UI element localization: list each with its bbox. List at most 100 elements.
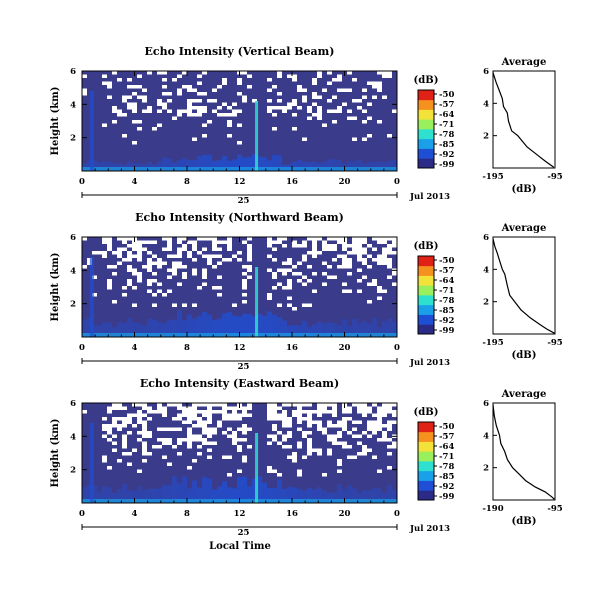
- no-data-cell: [197, 237, 202, 241]
- echo-layer-cell: [247, 486, 252, 503]
- no-data-cell: [362, 240, 367, 244]
- no-data-cell: [222, 417, 227, 421]
- no-data-cell: [212, 254, 217, 258]
- no-data-cell: [272, 240, 277, 244]
- no-data-cell: [317, 413, 322, 417]
- colorbar-segment: [418, 496, 434, 499]
- no-data-cell: [372, 247, 377, 251]
- no-data-cell: [287, 268, 292, 272]
- no-data-cell: [117, 251, 122, 255]
- no-data-cell: [107, 265, 112, 269]
- echo-layer-cell: [297, 325, 302, 337]
- no-data-cell: [327, 265, 332, 269]
- no-data-cell: [347, 88, 352, 92]
- no-data-cell: [357, 106, 362, 110]
- no-data-cell: [342, 410, 347, 414]
- date-label: Jul 2013: [409, 524, 450, 534]
- echo-layer-cell: [342, 489, 347, 503]
- echo-layer-cell: [252, 478, 257, 503]
- no-data-cell: [217, 113, 222, 117]
- no-data-cell: [392, 282, 397, 286]
- echo-layer-cell: [357, 323, 362, 337]
- no-data-cell: [147, 410, 152, 414]
- no-data-cell: [122, 258, 127, 262]
- no-data-cell: [277, 71, 282, 75]
- echo-layer-cell: [277, 155, 282, 171]
- no-data-cell: [342, 427, 347, 431]
- no-data-cell: [307, 438, 312, 442]
- no-data-cell: [207, 410, 212, 414]
- no-data-cell: [242, 240, 247, 244]
- no-data-cell: [167, 237, 172, 241]
- colorbar-segment: [418, 476, 434, 479]
- x-tick-label: 12: [234, 177, 246, 187]
- no-data-cell: [267, 237, 272, 241]
- colorbar-segment: [418, 316, 434, 319]
- no-data-cell: [277, 237, 282, 241]
- no-data-cell: [362, 406, 367, 410]
- no-data-cell: [307, 410, 312, 414]
- no-data-cell: [132, 413, 137, 417]
- no-data-cell: [267, 240, 272, 244]
- no-data-cell: [232, 102, 237, 106]
- no-data-cell: [107, 410, 112, 414]
- colorbar-segment: [418, 474, 434, 477]
- no-data-cell: [147, 71, 152, 75]
- no-data-cell: [172, 445, 177, 449]
- no-data-cell: [242, 424, 247, 428]
- colorbar-tick-label: -57: [439, 266, 454, 276]
- colorbar-segment: [418, 494, 434, 497]
- no-data-cell: [187, 109, 192, 113]
- no-data-cell: [307, 413, 312, 417]
- no-data-cell: [277, 413, 282, 417]
- echo-layer-cell: [387, 484, 392, 503]
- echo-layer-cell: [362, 321, 367, 337]
- no-data-cell: [347, 417, 352, 421]
- no-data-cell: [332, 424, 337, 428]
- echo-layer-cell: [382, 161, 387, 171]
- no-data-cell: [267, 410, 272, 414]
- no-data-cell: [362, 237, 367, 241]
- colorbar-segment: [418, 332, 434, 335]
- no-data-cell: [132, 120, 137, 124]
- echo-layer-cell: [267, 487, 272, 503]
- no-data-cell: [317, 424, 322, 428]
- no-data-cell: [202, 413, 207, 417]
- echo-layer-cell: [377, 161, 382, 171]
- colorbar-tick-label: -64: [439, 276, 454, 286]
- no-data-cell: [317, 420, 322, 424]
- echo-layer-cell: [82, 486, 87, 503]
- no-data-cell: [332, 434, 337, 438]
- no-data-cell: [327, 403, 332, 407]
- no-data-cell: [317, 427, 322, 431]
- no-data-cell: [192, 137, 197, 141]
- no-data-cell: [357, 420, 362, 424]
- no-data-cell: [107, 286, 112, 290]
- no-data-cell: [237, 445, 242, 449]
- no-data-cell: [387, 424, 392, 428]
- no-data-cell: [277, 106, 282, 110]
- no-data-cell: [317, 448, 322, 452]
- no-data-cell: [112, 109, 117, 113]
- no-data-cell: [322, 244, 327, 248]
- no-data-cell: [377, 406, 382, 410]
- no-data-cell: [332, 247, 337, 251]
- colorbar-segment: [418, 328, 434, 331]
- panel-3: Echo Intensity (Eastward Beam) 0 4 8 12 16 20 0…: [50, 377, 563, 538]
- no-data-cell: [357, 251, 362, 255]
- no-data-cell: [302, 275, 307, 279]
- colorbar-tick-label: -71: [439, 120, 454, 130]
- average-title: Average: [501, 57, 547, 68]
- colorbar-segment: [418, 289, 434, 292]
- colorbar-segment: [418, 466, 434, 470]
- no-data-cell: [377, 240, 382, 244]
- no-data-cell: [337, 106, 342, 110]
- echo-layer-cell: [372, 488, 377, 503]
- no-data-cell: [237, 427, 242, 431]
- no-data-cell: [132, 448, 137, 452]
- no-data-cell: [282, 417, 287, 421]
- no-data-cell: [127, 413, 132, 417]
- no-data-cell: [107, 427, 112, 431]
- colorbar-segment: [418, 431, 434, 435]
